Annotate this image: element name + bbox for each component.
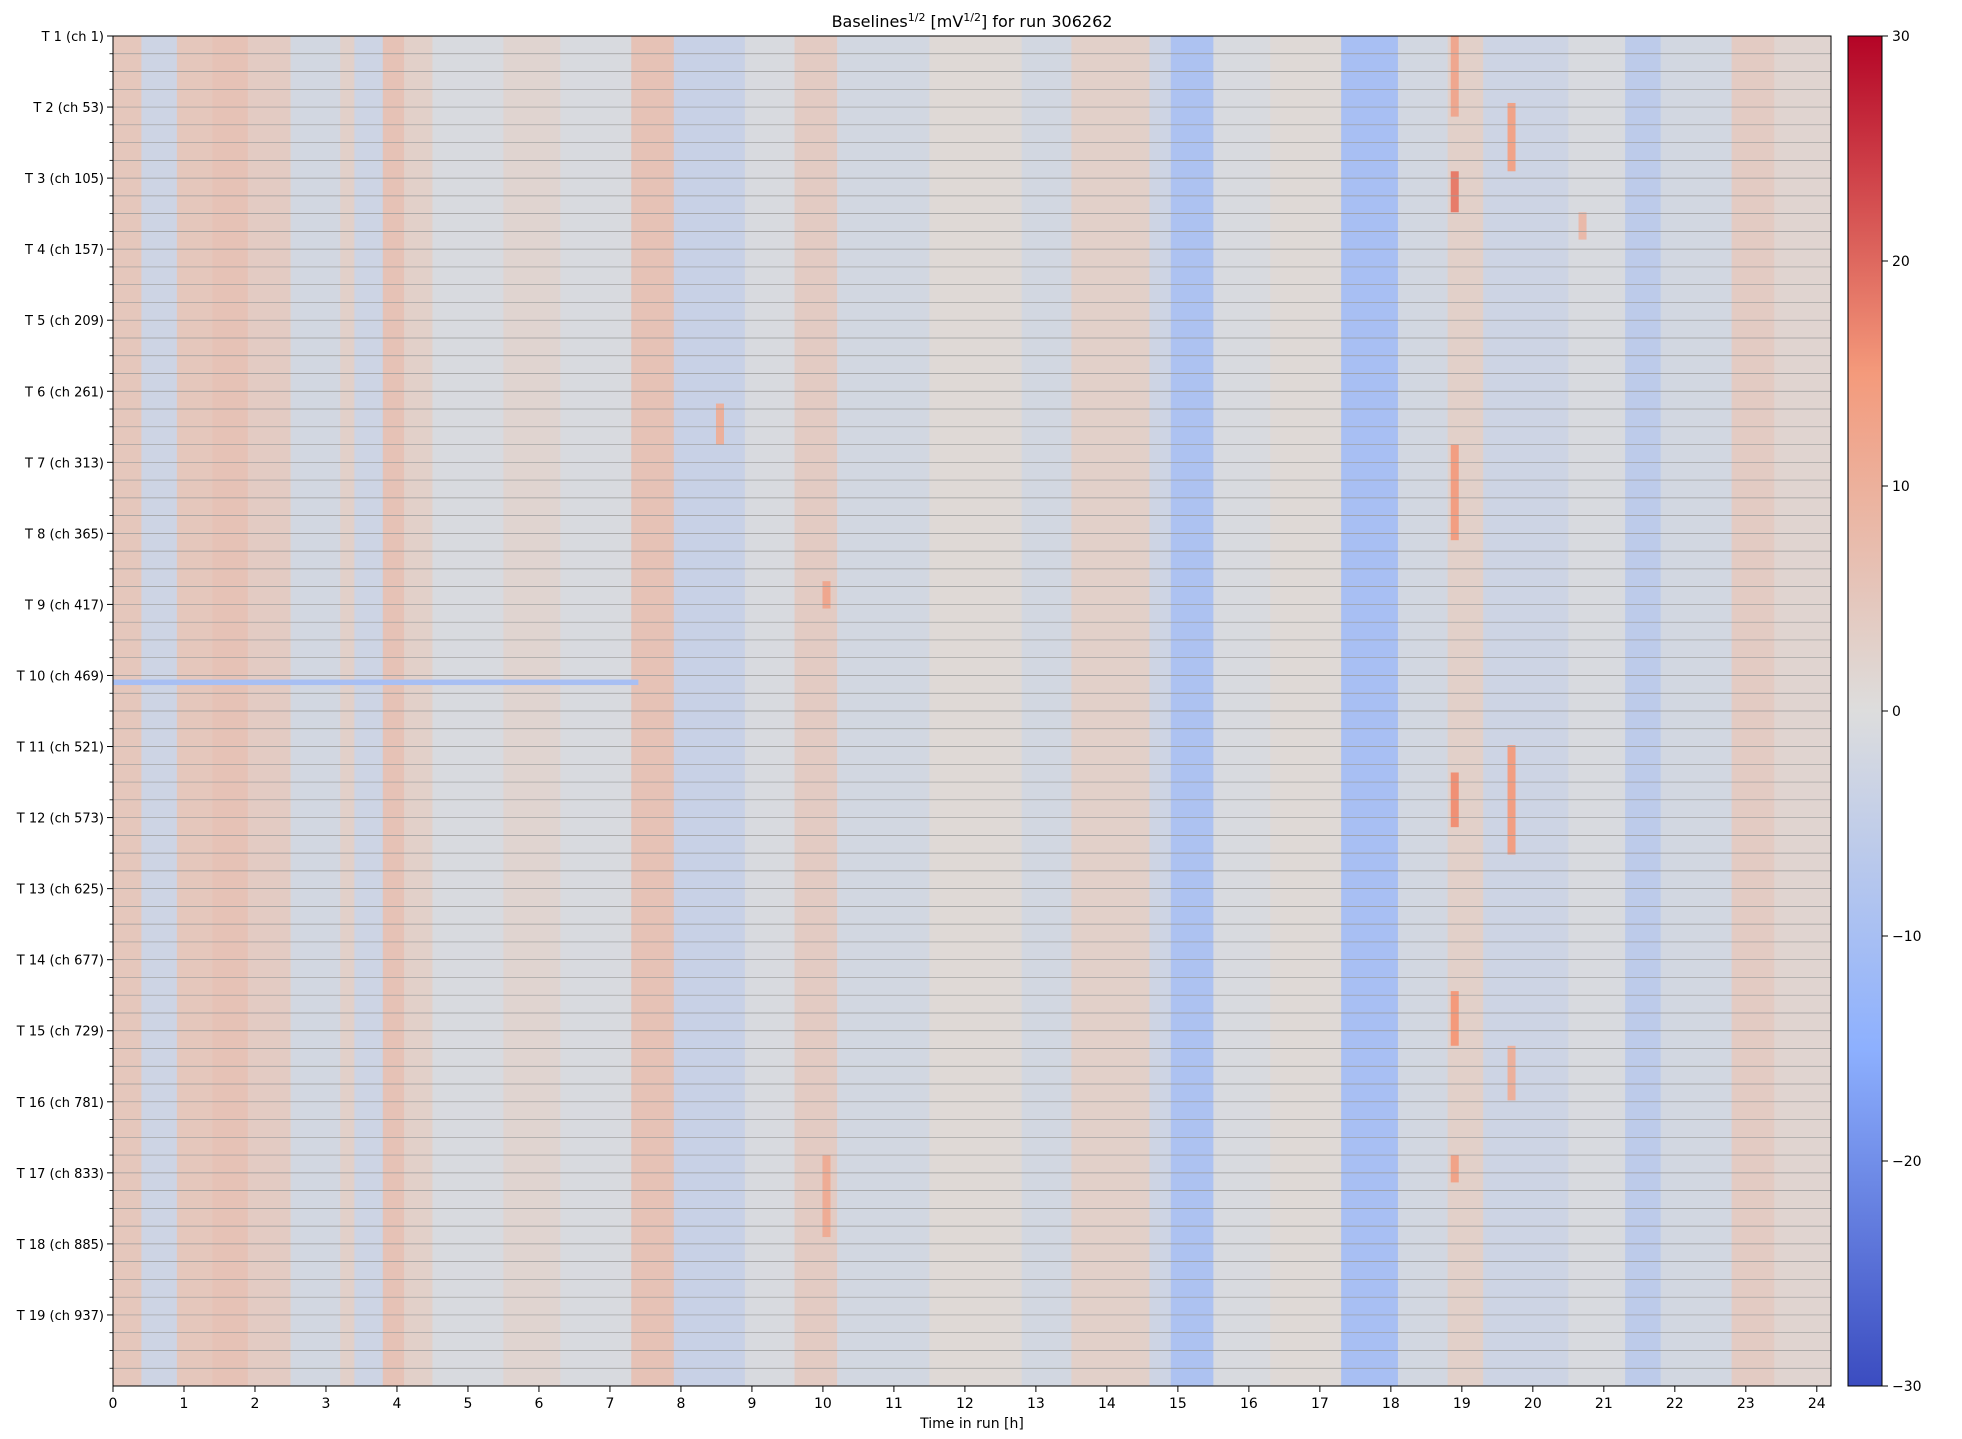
x-tick-label: 18: [1382, 1396, 1400, 1412]
heatmap-area: [113, 36, 1831, 1386]
colorbar-tick-label: −10: [1892, 929, 1922, 945]
x-tick-label: 19: [1453, 1396, 1471, 1412]
x-axis-label: Time in run [h]: [919, 1416, 1024, 1432]
heatmap-hotspot-6: [1507, 102, 1516, 172]
y-tick-label: T 11 (ch 521): [16, 741, 104, 756]
x-axis: 0 1 2 3 4 5 6 7 8 9 10 11 12 13 14 15 16 17 18 19 20 21 22 23 24: [109, 1386, 1826, 1412]
heatmap-hotspot-8: [1507, 1045, 1516, 1101]
heatmap-gridlines: [113, 53, 1831, 1369]
y-tick-label: T 7 (ch 313): [24, 456, 104, 471]
x-tick-label: 21: [1595, 1396, 1613, 1412]
y-tick-label: T 16 (ch 781): [16, 1096, 104, 1111]
colorbar-tick-label: 20: [1892, 254, 1910, 270]
y-tick-label: T 14 (ch 677): [16, 954, 104, 969]
heatmap-hotspot-2: [1450, 444, 1459, 541]
y-tick-label: T 6 (ch 261): [24, 385, 104, 400]
x-tick-label: 7: [605, 1396, 614, 1412]
colorbar-bar: [1847, 35, 1883, 1387]
x-tick-label: 11: [885, 1396, 903, 1412]
x-tick-label: 16: [1240, 1396, 1258, 1412]
y-tick-label: T 13 (ch 625): [16, 883, 104, 898]
x-tick-label: 22: [1666, 1396, 1684, 1412]
y-tick-label: T 19 (ch 937): [16, 1309, 104, 1324]
y-tick-label: T 8 (ch 365): [24, 527, 104, 542]
y-tick-label: T 2 (ch 53): [32, 101, 104, 116]
x-tick-label: 1: [180, 1396, 189, 1412]
heatmap-hotspot-12: [1578, 212, 1587, 240]
colorbar-tick-label: −30: [1892, 1379, 1922, 1395]
x-tick-label: 23: [1737, 1396, 1755, 1412]
x-tick-label: 13: [1027, 1396, 1045, 1412]
y-tick-label: T 10 (ch 469): [16, 669, 104, 684]
heatmap-hotspot-4: [1450, 991, 1459, 1046]
x-tick-label: 8: [676, 1396, 685, 1412]
y-tick-label: T 15 (ch 729): [16, 1025, 104, 1040]
y-tick-label: T 17 (ch 833): [16, 1167, 104, 1182]
colorbar-tick-label: 30: [1892, 29, 1910, 45]
x-tick-label: 0: [109, 1396, 118, 1412]
heatmap-hotspot-11: [715, 403, 724, 445]
x-tick-label: 15: [1169, 1396, 1187, 1412]
y-tick-label: T 5 (ch 209): [24, 314, 104, 329]
chart-title: Baselines1/2 [mV1/2] for run 306262: [832, 11, 1113, 31]
colorbar-tick-label: −20: [1892, 1154, 1922, 1170]
y-tick-label: T 4 (ch 157): [24, 243, 104, 258]
x-tick-label: 4: [393, 1396, 402, 1412]
x-tick-label: 10: [814, 1396, 832, 1412]
heatmap-hotspot-10: [822, 1155, 831, 1238]
x-tick-label: 9: [747, 1396, 756, 1412]
x-tick-label: 5: [463, 1396, 472, 1412]
y-tick-label: T 9 (ch 417): [24, 598, 104, 613]
colorbar-tick-label: 10: [1892, 479, 1910, 495]
heatmap-hotspot-0: [1450, 36, 1459, 117]
x-tick-label: 14: [1098, 1396, 1116, 1412]
x-tick-label: 24: [1808, 1396, 1826, 1412]
heatmap-cold-band: [113, 679, 639, 686]
x-tick-label: 3: [322, 1396, 331, 1412]
x-tick-label: 6: [534, 1396, 543, 1412]
x-tick-label: 12: [956, 1396, 974, 1412]
heatmap-hotspot-1: [1450, 171, 1459, 213]
y-tick-label: T 12 (ch 573): [16, 812, 104, 827]
colorbar-tick-label: 0: [1892, 704, 1901, 720]
y-tick-label: T 1 (ch 1): [41, 30, 104, 45]
heatmap-hotspot-9: [822, 581, 831, 609]
x-tick-label: 2: [251, 1396, 260, 1412]
heatmap-hotspot-5: [1450, 1155, 1459, 1183]
colorbar: −30 −20 −10 0 10 20 30: [1847, 29, 1922, 1395]
y-tick-label: T 18 (ch 885): [16, 1238, 104, 1253]
x-tick-label: 20: [1524, 1396, 1542, 1412]
x-tick-label: 17: [1311, 1396, 1329, 1412]
y-axis: T 1 (ch 1) T 2 (ch 53) T 3 (ch 105) T 4 (ch…: [16, 30, 113, 1369]
y-tick-label: T 3 (ch 105): [24, 172, 104, 187]
colorbar-ticks: −30 −20 −10 0 10 20 30: [1882, 29, 1922, 1395]
